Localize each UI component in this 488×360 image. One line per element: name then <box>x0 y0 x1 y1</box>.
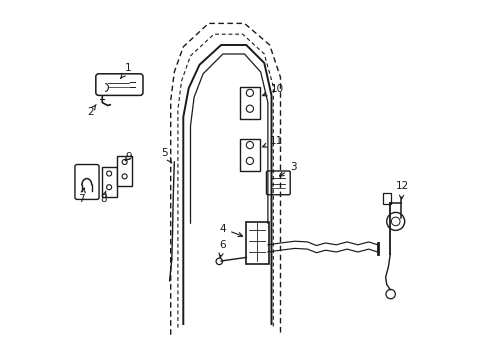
FancyBboxPatch shape <box>382 193 390 204</box>
Circle shape <box>106 171 111 176</box>
Circle shape <box>386 212 404 230</box>
FancyBboxPatch shape <box>75 165 99 199</box>
Circle shape <box>246 89 253 96</box>
Circle shape <box>216 258 222 265</box>
Text: 5: 5 <box>161 148 171 163</box>
Text: 7: 7 <box>78 188 85 204</box>
Circle shape <box>122 174 127 179</box>
Text: 8: 8 <box>100 191 106 204</box>
Circle shape <box>390 217 399 226</box>
Circle shape <box>246 141 253 149</box>
FancyBboxPatch shape <box>245 222 268 264</box>
Text: 1: 1 <box>121 63 132 78</box>
FancyBboxPatch shape <box>96 74 142 95</box>
Circle shape <box>246 105 253 112</box>
Circle shape <box>246 157 253 165</box>
FancyBboxPatch shape <box>240 87 259 119</box>
Text: 6: 6 <box>219 240 226 257</box>
FancyBboxPatch shape <box>117 156 132 186</box>
Text: 2: 2 <box>87 104 96 117</box>
Circle shape <box>106 185 111 190</box>
Circle shape <box>122 159 127 165</box>
FancyBboxPatch shape <box>102 167 117 197</box>
Text: 3: 3 <box>279 162 296 176</box>
Text: 11: 11 <box>262 136 283 147</box>
FancyBboxPatch shape <box>240 139 259 171</box>
Text: 4: 4 <box>219 224 242 237</box>
Text: 10: 10 <box>262 84 284 96</box>
Circle shape <box>385 289 394 299</box>
Text: 9: 9 <box>125 152 132 162</box>
Text: 12: 12 <box>395 181 408 199</box>
FancyBboxPatch shape <box>266 171 289 195</box>
